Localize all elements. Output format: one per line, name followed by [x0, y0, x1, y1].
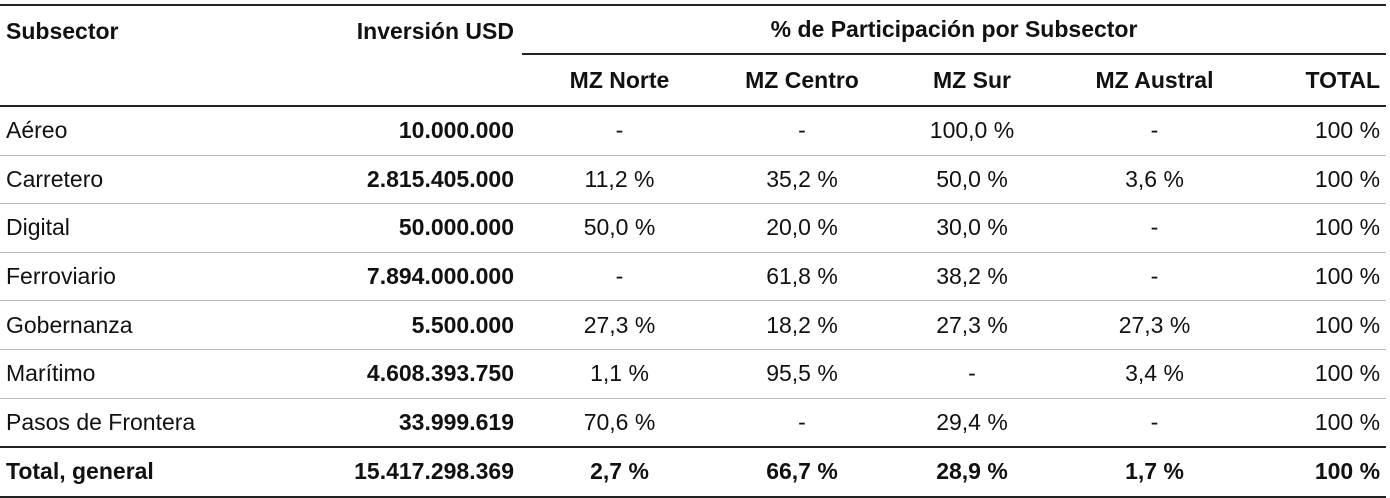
- cell-total: 100 %: [1252, 349, 1387, 399]
- cell-mz-norte: 27,3 %: [522, 300, 717, 350]
- total-mz-sur: 28,9 %: [887, 446, 1057, 498]
- cell-total: 100 %: [1252, 106, 1387, 156]
- header-row-top: Subsector Inversión USD % de Participaci…: [0, 5, 1387, 55]
- cell-mz-sur: -: [887, 349, 1057, 399]
- cell-subsector: Gobernanza: [0, 300, 222, 350]
- cell-mz-centro: 18,2 %: [717, 300, 887, 350]
- header-share-group: % de Participación por Subsector: [522, 5, 1387, 55]
- total-mz-austral: 1,7 %: [1057, 446, 1252, 498]
- cell-mz-norte: -: [522, 252, 717, 302]
- cell-mz-sur: 30,0 %: [887, 203, 1057, 253]
- cell-mz-austral: -: [1057, 203, 1252, 253]
- cell-investment: 10.000.000: [222, 106, 522, 156]
- cell-total: 100 %: [1252, 252, 1387, 302]
- header-total: TOTAL: [1305, 66, 1381, 93]
- cell-mz-norte: 70,6 %: [522, 398, 717, 448]
- cell-subsector: Marítimo: [0, 349, 222, 399]
- total-row: Total, general 15.417.298.369 2,7 % 66,7…: [0, 446, 1387, 498]
- cell-subsector: Digital: [0, 203, 222, 253]
- cell-mz-norte: 11,2 %: [522, 155, 717, 205]
- cell-subsector: Ferroviario: [0, 252, 222, 302]
- cell-mz-centro: -: [717, 398, 887, 448]
- total-mz-centro: 66,7 %: [717, 446, 887, 498]
- cell-investment: 7.894.000.000: [222, 252, 522, 302]
- cell-mz-austral: 3,6 %: [1057, 155, 1252, 205]
- total-investment: 15.417.298.369: [222, 446, 522, 498]
- cell-mz-austral: -: [1057, 106, 1252, 156]
- table-header: Subsector Inversión USD % de Participaci…: [0, 5, 1387, 106]
- cell-mz-centro: 35,2 %: [717, 155, 887, 205]
- cell-subsector: Pasos de Frontera: [0, 398, 222, 448]
- cell-mz-centro: 95,5 %: [717, 349, 887, 399]
- cell-mz-sur: 38,2 %: [887, 252, 1057, 302]
- table-row: Pasos de Frontera 33.999.619 70,6 % - 29…: [0, 398, 1387, 448]
- table-row: Gobernanza 5.500.000 27,3 % 18,2 % 27,3 …: [0, 300, 1387, 350]
- header-mz-austral: MZ Austral: [1095, 66, 1214, 93]
- cell-mz-norte: 1,1 %: [522, 349, 717, 399]
- cell-mz-norte: -: [522, 106, 717, 156]
- total-label: Total, general: [0, 446, 222, 498]
- header-mz-sur: MZ Sur: [933, 66, 1011, 93]
- table-row: Ferroviario 7.894.000.000 - 61,8 % 38,2 …: [0, 252, 1387, 302]
- cell-mz-sur: 50,0 %: [887, 155, 1057, 205]
- investment-share-table: Subsector Inversión USD % de Participaci…: [0, 4, 1387, 498]
- table-row: Marítimo 4.608.393.750 1,1 % 95,5 % - 3,…: [0, 349, 1387, 399]
- table-row: Aéreo 10.000.000 - - 100,0 % - 100 %: [0, 106, 1387, 156]
- header-mz-centro: MZ Centro: [745, 66, 859, 93]
- header-subsector: Subsector: [6, 18, 119, 44]
- total-mz-norte: 2,7 %: [522, 446, 717, 498]
- cell-mz-sur: 29,4 %: [887, 398, 1057, 448]
- cell-mz-austral: 3,4 %: [1057, 349, 1252, 399]
- table-body: Aéreo 10.000.000 - - 100,0 % - 100 % Car…: [0, 106, 1387, 498]
- table-row: Digital 50.000.000 50,0 % 20,0 % 30,0 % …: [0, 203, 1387, 253]
- cell-investment: 5.500.000: [222, 300, 522, 350]
- cell-total: 100 %: [1252, 155, 1387, 205]
- cell-mz-austral: -: [1057, 252, 1252, 302]
- cell-investment: 33.999.619: [222, 398, 522, 448]
- cell-mz-centro: 61,8 %: [717, 252, 887, 302]
- cell-mz-centro: 20,0 %: [717, 203, 887, 253]
- cell-investment: 2.815.405.000: [222, 155, 522, 205]
- header-mz-norte: MZ Norte: [569, 66, 670, 93]
- header-row-zones: MZ Norte MZ Centro MZ Sur MZ Austral TOT…: [0, 54, 1387, 106]
- cell-mz-sur: 27,3 %: [887, 300, 1057, 350]
- cell-investment: 4.608.393.750: [222, 349, 522, 399]
- cell-total: 100 %: [1252, 203, 1387, 253]
- cell-mz-norte: 50,0 %: [522, 203, 717, 253]
- table-row: Carretero 2.815.405.000 11,2 % 35,2 % 50…: [0, 155, 1387, 205]
- cell-investment: 50.000.000: [222, 203, 522, 253]
- cell-mz-centro: -: [717, 106, 887, 156]
- cell-total: 100 %: [1252, 300, 1387, 350]
- cell-mz-sur: 100,0 %: [887, 106, 1057, 156]
- header-investment: Inversión USD: [356, 18, 514, 44]
- total-total: 100 %: [1252, 446, 1387, 498]
- cell-subsector: Carretero: [0, 155, 222, 205]
- cell-mz-austral: -: [1057, 398, 1252, 448]
- cell-mz-austral: 27,3 %: [1057, 300, 1252, 350]
- cell-subsector: Aéreo: [0, 106, 222, 156]
- cell-total: 100 %: [1252, 398, 1387, 448]
